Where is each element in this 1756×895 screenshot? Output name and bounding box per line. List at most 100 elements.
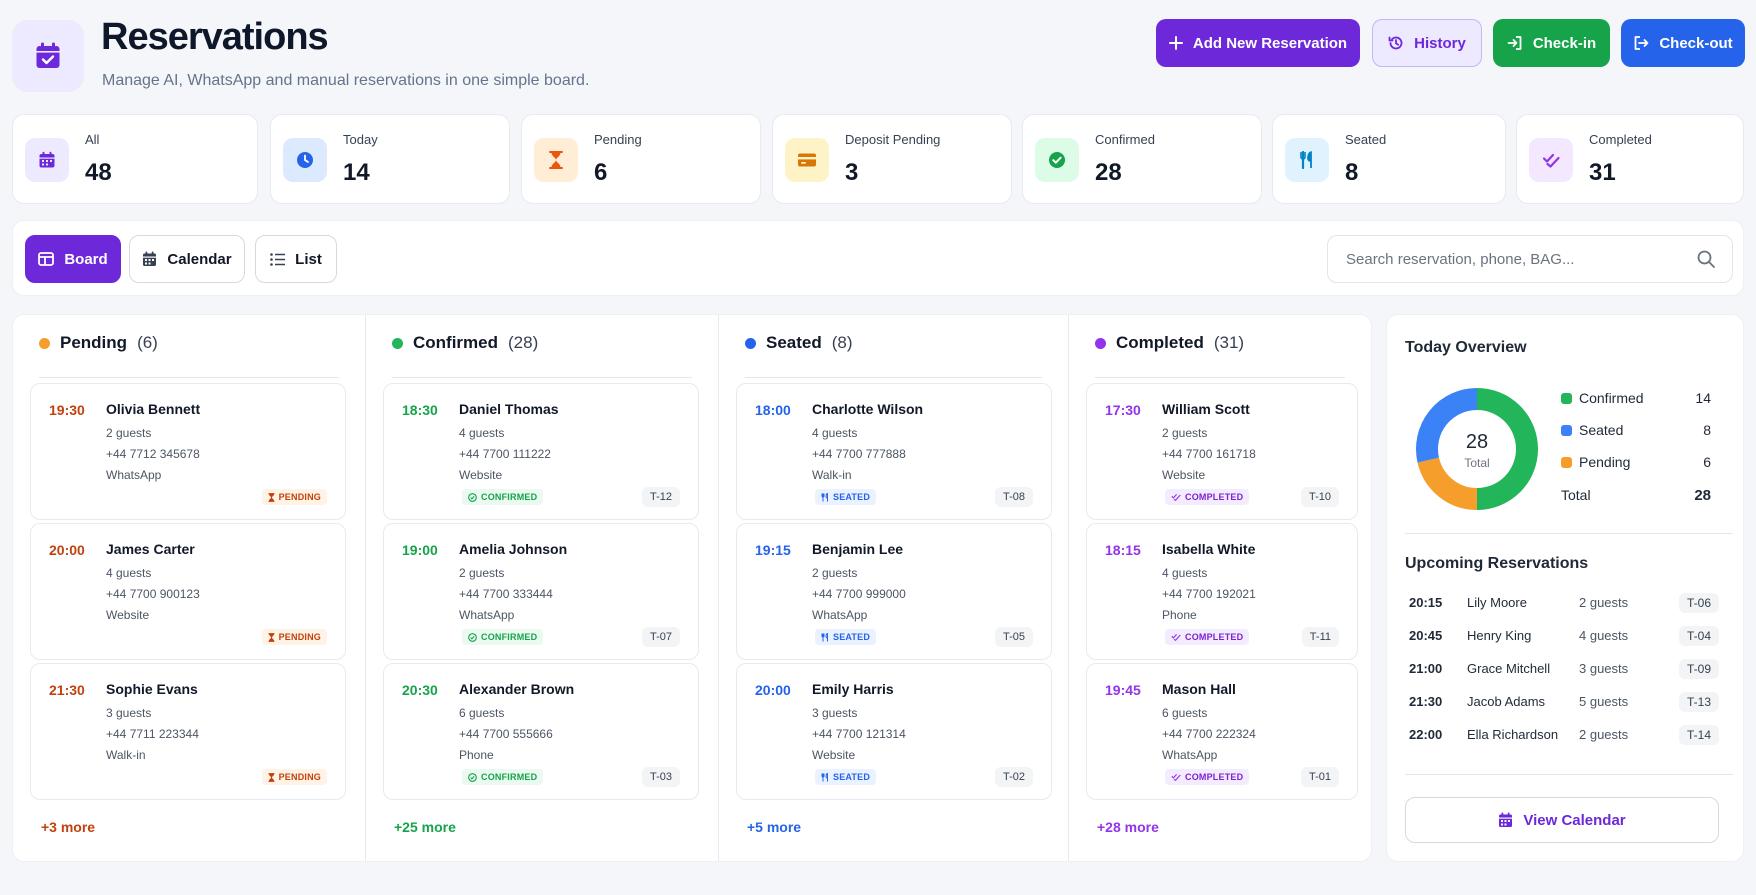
stat-card-confirmed[interactable]: Confirmed 28 bbox=[1022, 114, 1262, 204]
card-phone: +44 7700 900123 bbox=[106, 587, 200, 601]
page-header: Reservations Manage AI, WhatsApp and man… bbox=[12, 16, 1745, 96]
card-time: 18:00 bbox=[755, 402, 791, 418]
column-title: Seated bbox=[766, 333, 822, 352]
card-name: Olivia Bennett bbox=[106, 401, 201, 417]
table-chip: T-05 bbox=[994, 627, 1033, 647]
card-guests: 6 guests bbox=[1162, 706, 1208, 720]
stat-card-deposit-pending[interactable]: Deposit Pending 3 bbox=[772, 114, 1012, 204]
add-reservation-button[interactable]: Add New Reservation bbox=[1156, 19, 1360, 67]
card-guests: 6 guests bbox=[459, 706, 505, 720]
divider bbox=[1095, 377, 1345, 378]
list-icon bbox=[270, 252, 286, 266]
card-source: Phone bbox=[1162, 608, 1197, 622]
upcoming-time: 20:15 bbox=[1409, 595, 1443, 610]
card-time: 20:30 bbox=[402, 682, 438, 698]
more-link[interactable]: +25 more bbox=[394, 819, 456, 835]
upcoming-name: Grace Mitchell bbox=[1467, 661, 1551, 676]
card-phone: +44 7700 161718 bbox=[1162, 447, 1256, 461]
stat-card-pending[interactable]: Pending 6 bbox=[521, 114, 761, 204]
status-badge: PENDING bbox=[261, 489, 327, 505]
more-link[interactable]: +3 more bbox=[41, 819, 96, 835]
plus-icon bbox=[1168, 36, 1183, 50]
reservation-card[interactable]: 20:00 Emily Harris 3 guests +44 7700 121… bbox=[736, 663, 1052, 800]
upcoming-row[interactable]: 20:15 Lily Moore 2 guests T-06 bbox=[1409, 593, 1719, 613]
check-out-button[interactable]: Check-out bbox=[1621, 19, 1745, 67]
hourglass-icon bbox=[268, 632, 275, 642]
view-toolbar: Board Calendar List bbox=[12, 220, 1744, 296]
view-calendar-button[interactable]: Calendar bbox=[129, 235, 245, 283]
stats-row: All 48 Today 14 Pending 6 Deposit Pendin… bbox=[12, 114, 1744, 204]
card-time: 20:00 bbox=[49, 542, 85, 558]
check-circle-icon bbox=[468, 492, 477, 502]
status-badge-label: COMPLETED bbox=[1185, 772, 1244, 782]
stat-card-all[interactable]: All 48 bbox=[12, 114, 258, 204]
card-source: WhatsApp bbox=[459, 608, 515, 622]
upcoming-name: Ella Richardson bbox=[1467, 727, 1559, 742]
stat-card-today[interactable]: Today 14 bbox=[270, 114, 510, 204]
table-chip: T-10 bbox=[1300, 487, 1339, 507]
reservation-card[interactable]: 19:15 Benjamin Lee 2 guests +44 7700 999… bbox=[736, 523, 1052, 660]
status-badge-label: CONFIRMED bbox=[481, 492, 538, 502]
stat-value: 8 bbox=[1345, 159, 1359, 186]
legend-label: Pending bbox=[1579, 454, 1631, 470]
history-button[interactable]: History bbox=[1372, 19, 1482, 67]
upcoming-row[interactable]: 20:45 Henry King 4 guests T-04 bbox=[1409, 626, 1719, 646]
status-badge: COMPLETED bbox=[1165, 489, 1250, 505]
card-source: Website bbox=[106, 608, 150, 622]
card-name: Amelia Johnson bbox=[459, 541, 568, 557]
upcoming-row[interactable]: 21:30 Jacob Adams 5 guests T-13 bbox=[1409, 692, 1719, 712]
stat-card-seated[interactable]: Seated 8 bbox=[1272, 114, 1506, 204]
table-chip: T-07 bbox=[641, 627, 680, 647]
card-time: 18:30 bbox=[402, 402, 438, 418]
reservation-card[interactable]: 19:30 Olivia Bennett 2 guests +44 7712 3… bbox=[30, 383, 346, 520]
status-badge-label: SEATED bbox=[833, 492, 871, 502]
upcoming-table: T-06 bbox=[1678, 593, 1719, 613]
legend-item-seated: Seated 8 bbox=[1561, 421, 1711, 441]
legend-total-value: 28 bbox=[1694, 487, 1711, 504]
table-chip: T-02 bbox=[994, 767, 1033, 787]
legend-item-confirmed: Confirmed 14 bbox=[1561, 389, 1711, 409]
check-in-button[interactable]: Check-in bbox=[1493, 19, 1610, 67]
status-dot bbox=[1095, 337, 1106, 349]
upcoming-time: 21:00 bbox=[1409, 661, 1443, 676]
reservation-card[interactable]: 20:00 James Carter 4 guests +44 7700 900… bbox=[30, 523, 346, 660]
view-list-button[interactable]: List bbox=[255, 235, 337, 283]
status-badge-label: COMPLETED bbox=[1185, 632, 1244, 642]
view-calendar-button[interactable]: View Calendar bbox=[1405, 797, 1719, 843]
upcoming-row[interactable]: 22:00 Ella Richardson 2 guests T-14 bbox=[1409, 725, 1719, 745]
view-board-button[interactable]: Board bbox=[25, 235, 121, 283]
reservation-card[interactable]: 19:00 Amelia Johnson 2 guests +44 7700 3… bbox=[383, 523, 699, 660]
reservation-card[interactable]: 18:15 Isabella White 4 guests +44 7700 1… bbox=[1086, 523, 1358, 660]
upcoming-guests: 2 guests bbox=[1579, 727, 1629, 742]
column-confirmed: Confirmed (28) 18:30 Daniel Thomas 4 gue… bbox=[365, 315, 718, 861]
status-badge: CONFIRMED bbox=[462, 629, 544, 645]
card-time: 19:15 bbox=[755, 542, 791, 558]
reservation-card[interactable]: 20:30 Alexander Brown 6 guests +44 7700 … bbox=[383, 663, 699, 800]
card-guests: 2 guests bbox=[1162, 426, 1208, 440]
search-input[interactable] bbox=[1346, 236, 1686, 282]
double-check-icon bbox=[1171, 494, 1181, 501]
status-dot bbox=[39, 337, 50, 349]
more-link[interactable]: +5 more bbox=[747, 819, 802, 835]
status-badge-label: SEATED bbox=[833, 772, 871, 782]
status-badge: PENDING bbox=[261, 769, 327, 785]
stat-card-completed[interactable]: Completed 31 bbox=[1516, 114, 1744, 204]
status-badge-label: CONFIRMED bbox=[481, 632, 538, 642]
upcoming-table: T-09 bbox=[1678, 659, 1719, 679]
search-icon[interactable] bbox=[1696, 249, 1716, 269]
more-link[interactable]: +28 more bbox=[1097, 819, 1159, 835]
reservation-card[interactable]: 19:45 Mason Hall 6 guests +44 7700 22232… bbox=[1086, 663, 1358, 800]
legend-total-label: Total bbox=[1561, 487, 1591, 503]
column-count: (8) bbox=[831, 333, 853, 352]
search-box[interactable] bbox=[1327, 235, 1733, 283]
upcoming-row[interactable]: 21:00 Grace Mitchell 3 guests T-09 bbox=[1409, 659, 1719, 679]
reservation-card[interactable]: 18:00 Charlotte Wilson 4 guests +44 7700… bbox=[736, 383, 1052, 520]
board-icon bbox=[38, 252, 55, 266]
reservation-card[interactable]: 17:30 William Scott 2 guests +44 7700 16… bbox=[1086, 383, 1358, 520]
reservation-card[interactable]: 21:30 Sophie Evans 3 guests +44 7711 223… bbox=[30, 663, 346, 800]
reservation-card[interactable]: 18:30 Daniel Thomas 4 guests +44 7700 11… bbox=[383, 383, 699, 520]
clock-icon bbox=[283, 138, 327, 182]
card-name: Mason Hall bbox=[1162, 681, 1236, 697]
legend-label: Confirmed bbox=[1579, 390, 1644, 406]
card-source: Website bbox=[459, 468, 503, 482]
